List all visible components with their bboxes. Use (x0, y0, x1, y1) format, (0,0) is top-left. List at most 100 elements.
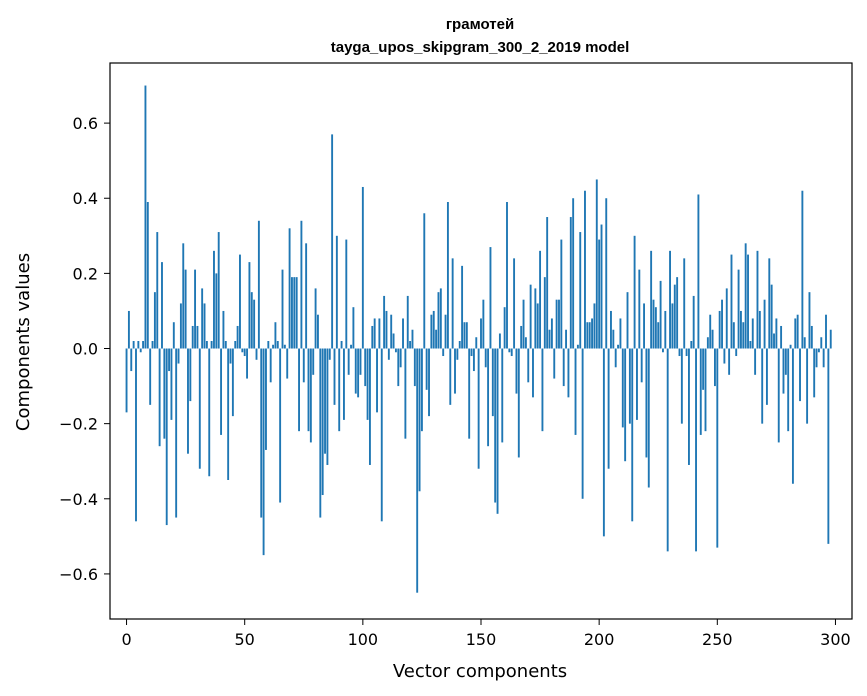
bar-233 (676, 277, 679, 349)
bar-217 (638, 269, 641, 349)
bar-236 (683, 258, 686, 349)
bar-23 (179, 303, 182, 349)
bar-15 (161, 262, 163, 349)
bar-50 (243, 348, 246, 357)
bar-107 (378, 318, 381, 349)
bar-167 (520, 325, 523, 349)
bar-87 (331, 134, 334, 349)
bar-284 (796, 314, 799, 349)
bar-65 (279, 348, 282, 503)
bar-232 (673, 284, 676, 349)
bar-257 (732, 322, 735, 349)
bar-283 (794, 318, 797, 349)
y-tick-label: 0.0 (73, 340, 98, 359)
bar-186 (565, 329, 568, 349)
bar-209 (619, 318, 622, 349)
bar-216 (636, 348, 638, 420)
bar-224 (654, 307, 657, 349)
bar-184 (560, 239, 563, 349)
bar-143 (463, 322, 466, 349)
bar-231 (671, 303, 674, 349)
x-tick-label: 150 (466, 630, 497, 649)
bar-267 (756, 250, 759, 349)
bar-223 (652, 299, 655, 349)
bar-275 (775, 318, 778, 349)
bar-190 (574, 348, 577, 435)
bar-94 (347, 348, 350, 375)
bar-278 (782, 348, 785, 394)
bar-8 (144, 85, 147, 349)
bar-60 (267, 341, 270, 349)
bar-33 (203, 303, 206, 349)
bar-261 (742, 322, 745, 349)
bar-240 (692, 295, 695, 349)
bar-204 (607, 348, 610, 469)
bar-53 (250, 292, 253, 349)
bar-270 (763, 299, 766, 349)
bar-252 (721, 299, 723, 349)
bar-286 (801, 190, 804, 349)
bar-281 (789, 344, 792, 349)
bar-238 (688, 348, 690, 465)
bar-75 (302, 348, 305, 383)
bar-88 (333, 348, 336, 405)
bar-37 (213, 250, 215, 349)
bar-264 (749, 341, 752, 349)
bar-219 (643, 303, 645, 349)
bar-242 (697, 194, 700, 349)
bar-179 (548, 329, 551, 349)
bar-289 (808, 292, 811, 349)
bar-125 (420, 348, 423, 432)
bar-64 (276, 341, 279, 349)
bar-14 (158, 348, 161, 447)
bar-52 (248, 262, 251, 349)
bar-215 (633, 235, 636, 349)
bar-262 (744, 243, 747, 349)
bar-213 (628, 348, 631, 424)
bar-105 (373, 318, 376, 349)
bar-176 (541, 348, 544, 432)
bar-48 (239, 254, 241, 349)
bar-208 (617, 344, 619, 349)
bar-89 (335, 235, 338, 349)
bar-203 (605, 198, 608, 349)
bar-74 (300, 220, 303, 349)
bar-142 (461, 265, 464, 349)
bar-194 (584, 190, 586, 349)
bar-144 (465, 322, 468, 349)
bar-119 (406, 295, 409, 349)
bar-170 (527, 348, 530, 383)
bar-92 (343, 348, 345, 420)
bar-111 (387, 348, 390, 360)
bar-146 (470, 348, 473, 357)
bar-77 (307, 348, 310, 432)
bar-254 (725, 288, 728, 349)
y-axis-ticks: −0.6 −0.4 −0.2 0.0 0.2 0.4 0.6 (59, 114, 110, 584)
bar-124 (418, 348, 421, 492)
bar-175 (539, 250, 542, 349)
bar-36 (210, 341, 213, 349)
bar-99 (359, 348, 362, 375)
bar-153 (487, 348, 490, 447)
plot-frame (109, 62, 853, 620)
bar-80 (314, 288, 317, 349)
bar-93 (345, 239, 348, 349)
bar-58 (262, 348, 265, 556)
x-tick-label: 200 (584, 630, 615, 649)
bar-28 (191, 325, 194, 349)
bar-9 (146, 202, 149, 349)
x-axis-ticks: 0 50 100 150 200 250 300 (121, 619, 851, 649)
y-tick-label: 0.6 (73, 114, 98, 133)
bar-280 (787, 348, 790, 432)
bar-67 (283, 344, 286, 349)
bar-229 (666, 348, 669, 552)
bar-196 (588, 322, 591, 349)
bar-157 (496, 348, 499, 514)
bar-259 (737, 269, 740, 349)
bar-49 (241, 348, 244, 353)
bar-134 (442, 348, 445, 357)
bar-218 (640, 348, 643, 383)
bar-100 (361, 186, 364, 349)
bar-69 (288, 228, 291, 349)
bar-35 (208, 348, 211, 477)
